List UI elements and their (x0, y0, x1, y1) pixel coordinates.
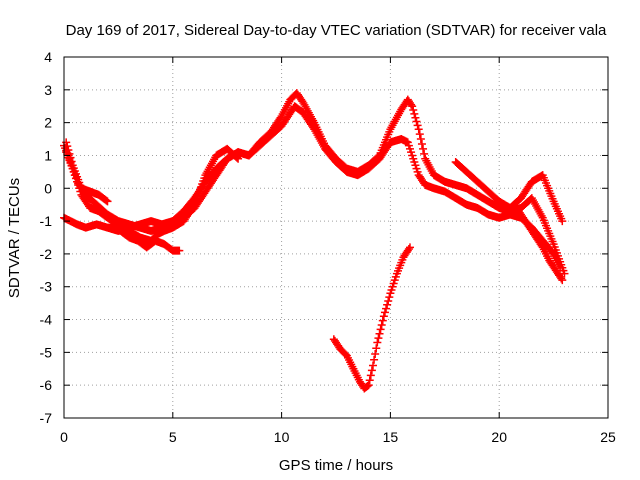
data-point-marker (383, 300, 392, 309)
data-point-marker (370, 355, 379, 364)
data-point-marker (377, 321, 386, 330)
x-tick-label: 0 (60, 429, 68, 445)
y-tick-label: 1 (44, 147, 52, 163)
data-point-marker (376, 325, 385, 334)
data-point-marker (371, 350, 380, 359)
data-point-marker (420, 149, 429, 158)
y-tick-label: 0 (44, 180, 52, 196)
data-point-marker (417, 139, 426, 148)
x-tick-label: 15 (383, 429, 399, 445)
data-point-marker (410, 109, 419, 118)
data-points-layer (60, 89, 569, 393)
data-point-marker (65, 149, 74, 158)
data-point-marker (63, 142, 72, 151)
data-point-marker (412, 117, 421, 126)
x-tick-label: 20 (491, 429, 507, 445)
data-point-marker (103, 197, 112, 206)
data-point-marker (414, 125, 423, 134)
data-point-marker (380, 308, 389, 317)
satellite-track-4 (329, 243, 414, 393)
x-axis-label: GPS time / hours (279, 457, 393, 474)
y-tick-label: -2 (40, 246, 53, 262)
satellite-track-7 (62, 138, 112, 206)
data-point-marker (407, 100, 416, 109)
y-tick-label: 2 (44, 115, 52, 131)
data-point-marker (382, 304, 391, 313)
y-tick-label: 4 (44, 49, 52, 65)
data-point-marker (408, 102, 417, 111)
data-point-marker (384, 296, 393, 305)
data-point-marker (373, 338, 382, 347)
plot-frame (63, 56, 609, 419)
data-point-marker (364, 381, 373, 390)
x-tick-label: 25 (600, 429, 616, 445)
data-point-marker (415, 130, 424, 139)
data-point-marker (404, 244, 413, 253)
x-tick-label: 10 (274, 429, 290, 445)
y-tick-label: -6 (40, 377, 53, 393)
data-point-marker (64, 145, 73, 154)
data-point-marker (372, 344, 381, 353)
data-point-marker (416, 135, 425, 144)
y-tick-label: -1 (40, 213, 53, 229)
x-tick-label: 5 (169, 429, 177, 445)
data-point-marker (405, 243, 414, 252)
data-point-marker (379, 312, 388, 321)
data-point-marker (558, 217, 567, 226)
y-tick-label: -4 (40, 312, 53, 328)
data-point-marker (189, 202, 198, 211)
data-point-marker (409, 106, 418, 115)
axis-ticks: 0 5 10 15 20 25 -7 -6 -5 -4 -3 -2 -1 0 1 2 3 4 (40, 49, 616, 445)
data-point-marker (419, 144, 428, 153)
data-point-marker (413, 121, 422, 130)
data-point-marker (363, 382, 372, 391)
data-point-marker (378, 316, 387, 325)
data-point-marker (558, 276, 567, 285)
data-point-marker (175, 246, 184, 255)
data-point-marker (67, 157, 76, 166)
satellite-track-5 (512, 203, 567, 285)
data-point-marker (367, 366, 376, 375)
data-point-marker (557, 274, 566, 283)
data-point-marker (385, 293, 394, 302)
y-tick-label: -3 (40, 279, 53, 295)
satellite-track-2 (60, 89, 569, 278)
data-point-marker (102, 196, 111, 205)
data-point-marker (374, 334, 383, 343)
y-tick-label: -7 (40, 410, 53, 426)
data-point-marker (411, 113, 420, 122)
data-point-marker (234, 154, 243, 163)
data-point-marker (365, 376, 374, 385)
y-axis-label: SDTVAR / TECUs (6, 178, 23, 298)
data-point-marker (375, 329, 384, 338)
satellite-track-6 (107, 220, 184, 255)
data-point-marker (366, 371, 375, 380)
data-point-marker (66, 153, 75, 162)
chart-title: Day 169 of 2017, Sidereal Day-to-day VTE… (66, 22, 607, 39)
satellite-track-1 (60, 102, 565, 272)
y-tick-label: 3 (44, 82, 52, 98)
satellite-track-8 (451, 158, 567, 226)
y-tick-label: -5 (40, 344, 53, 360)
data-point-marker (232, 153, 241, 162)
data-point-marker (368, 361, 377, 370)
